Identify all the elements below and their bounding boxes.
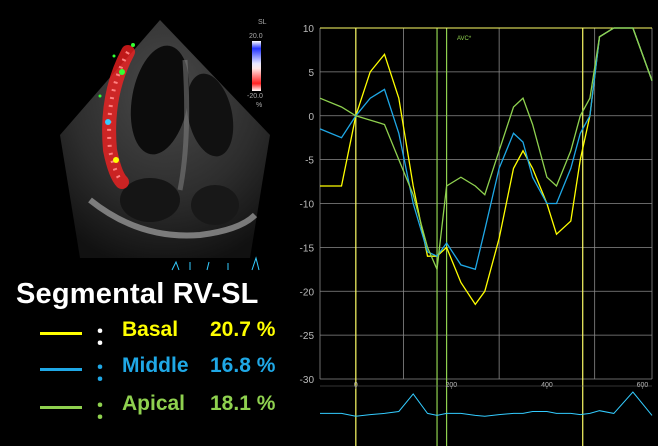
page-title: Segmental RV-SL — [16, 278, 259, 310]
y-tick-label: 5 — [308, 68, 314, 79]
y-tick-label: 0 — [308, 112, 314, 123]
scale-bottom-value: -20.0 — [247, 93, 263, 100]
scale-label: SL — [258, 19, 267, 26]
strain-chart: 10 5 0 -5 -10 -15 -20 -25 -30 0 200 400 600 AVC* — [300, 24, 653, 446]
legend-value-basal: 20.7 % — [210, 318, 276, 341]
legend-colon: ： — [94, 323, 118, 350]
y-tick-label: -20 — [300, 287, 315, 298]
chart-ticks: 10 5 0 -5 -10 -15 -20 -25 -30 0 200 400 600 — [300, 24, 649, 389]
legend-name-apical: Apical — [122, 392, 186, 415]
legend-name-basal: Basal — [122, 318, 179, 341]
legend-swatch-apical — [40, 406, 82, 409]
chart-grid — [319, 27, 653, 380]
legend-item-apical: ： Apical 18.1 % — [0, 390, 300, 424]
legend-swatch-basal — [40, 332, 82, 335]
y-tick-label: -10 — [300, 200, 315, 211]
rv-strain-overlay — [98, 43, 135, 189]
y-tick-label: -5 — [305, 156, 314, 167]
echo-image-panel: SL 20.0 -20.0 % — [60, 19, 270, 271]
ultrasound-sector — [60, 20, 270, 258]
legend-item-basal: ： Basal 20.7 % — [0, 316, 300, 350]
x-tick-label: 400 — [541, 382, 553, 389]
legend-swatch-middle — [40, 368, 82, 371]
series-line-apical — [319, 27, 653, 272]
scale-top-value: 20.0 — [249, 33, 263, 40]
series-line-middle — [319, 27, 653, 271]
chart-markers — [320, 27, 652, 446]
legend-value-apical: 18.1 % — [210, 392, 276, 415]
legend-name-middle: Middle — [122, 354, 189, 377]
ecg-strip — [320, 385, 653, 417]
ecg-mini-markers — [171, 256, 260, 271]
legend-item-middle: ： Middle 16.8 % — [0, 352, 300, 386]
legend-value-middle: 16.8 % — [210, 354, 276, 377]
series-line-basal — [320, 27, 653, 306]
y-tick-label: -15 — [300, 243, 315, 254]
legend-colon: ： — [94, 397, 118, 424]
chart-series — [319, 27, 653, 306]
x-tick-label: 0 — [354, 382, 358, 389]
scale-unit: % — [256, 102, 262, 109]
y-tick-label: -25 — [300, 331, 315, 342]
avc-label: AVC* — [457, 36, 472, 42]
x-tick-label: 600 — [637, 382, 649, 389]
legend-colon: ： — [94, 359, 118, 386]
x-tick-label: 200 — [446, 382, 458, 389]
y-tick-label: -30 — [300, 375, 315, 386]
strain-color-scale: SL 20.0 -20.0 % — [247, 19, 267, 109]
y-tick-label: 10 — [303, 24, 315, 35]
ecg-trace — [320, 391, 653, 417]
